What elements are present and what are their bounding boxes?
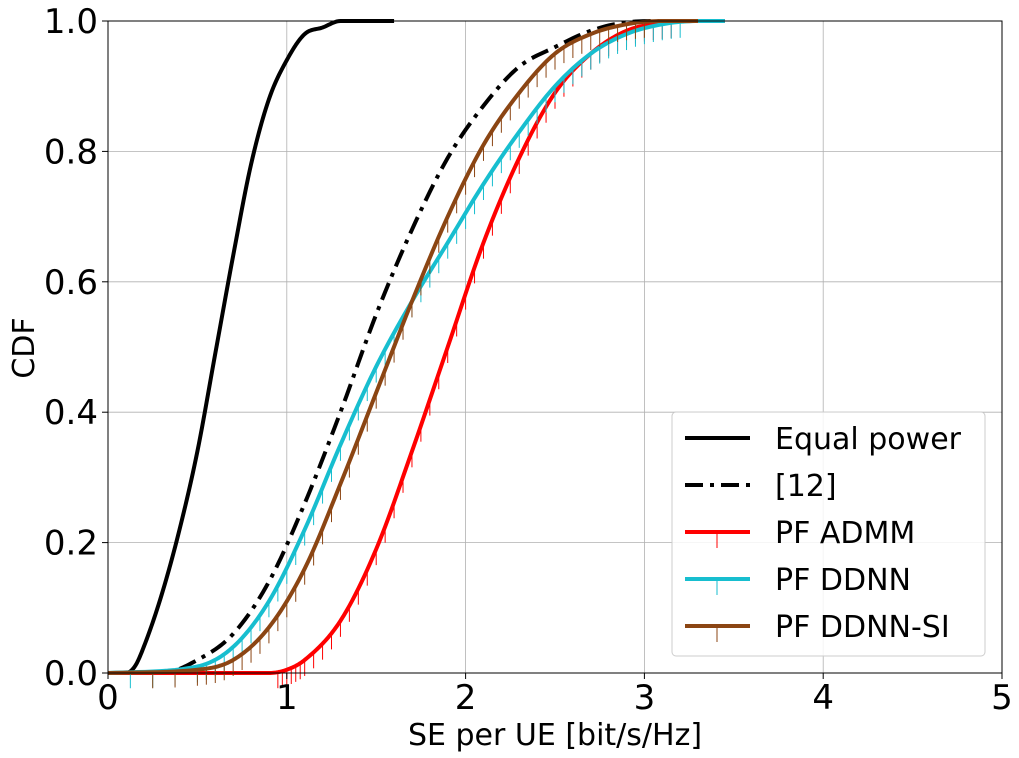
x-tick-label: 2: [455, 678, 477, 718]
legend-label-3: PF DDNN: [775, 563, 911, 598]
y-tick-label: 0.4: [44, 393, 98, 433]
y-tick-label: 0.0: [44, 654, 98, 694]
y-tick-label: 0.8: [44, 132, 98, 172]
tick-group: 0 1 2 3 4 5 0.0 0.2 0.4 0.6 0.8 1.0: [44, 2, 1013, 718]
plot-frame: [107, 20, 1003, 674]
series-line-0: [107, 19, 395, 675]
series-group: [107, 19, 725, 689]
legend-label-2: PF ADMM: [775, 516, 915, 551]
x-tick-label: 4: [812, 678, 834, 718]
y-tick-label: 1.0: [44, 2, 98, 42]
legend-box: [671, 411, 986, 657]
x-tick-label: 5: [991, 678, 1013, 718]
y-tick-label: 0.2: [44, 524, 98, 564]
legend-label-0: Equal power: [775, 422, 962, 457]
x-tick-label: 3: [634, 678, 656, 718]
x-axis-label: SE per UE [bit/s/Hz]: [408, 718, 702, 753]
series-line-1: [108, 19, 699, 675]
y-tick-label: 0.6: [44, 263, 98, 303]
legend: Equal power [12] PF ADMM PF DDNN PF DDNN-SI: [671, 411, 986, 657]
legend-label-1: [12]: [775, 469, 837, 504]
x-tick-label: 1: [276, 678, 298, 718]
legend-label-4: PF DDNN-SI: [775, 610, 950, 645]
y-axis-label: CDF: [7, 317, 42, 378]
x-tick-label: 0: [97, 678, 119, 718]
